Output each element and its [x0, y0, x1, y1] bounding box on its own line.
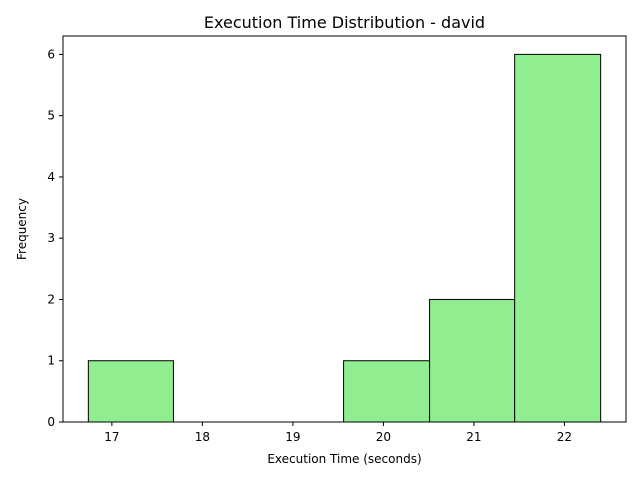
y-tick-label: 1 — [47, 354, 55, 368]
y-tick-label: 0 — [47, 415, 55, 429]
bars-group — [87, 53, 602, 423]
histogram-bar-5 — [429, 298, 516, 423]
y-tick-label: 5 — [47, 109, 55, 123]
x-tick-label: 21 — [466, 430, 481, 444]
x-axis-label: Execution Time (seconds) — [267, 452, 421, 466]
x-axis-ticks: 17 18 19 20 21 22 — [104, 422, 572, 444]
x-tick-label: 20 — [376, 430, 391, 444]
plot-area-frame — [62, 35, 627, 423]
y-tick-label: 6 — [47, 47, 55, 61]
y-tick-label: 4 — [47, 170, 55, 184]
y-tick-label: 3 — [47, 231, 55, 245]
x-tick-label: 18 — [195, 430, 210, 444]
y-axis-label: Frequency — [15, 198, 29, 260]
histogram-bar-6 — [514, 53, 602, 423]
x-tick-label: 22 — [557, 430, 572, 444]
x-tick-label: 17 — [104, 430, 119, 444]
y-tick-label: 2 — [47, 292, 55, 306]
y-axis-ticks: 0 1 2 3 4 5 6 — [47, 47, 63, 429]
x-tick-label: 19 — [285, 430, 300, 444]
chart-title: Execution Time Distribution - david — [204, 13, 485, 32]
histogram-bar-1 — [87, 360, 174, 423]
histogram-bar-4 — [343, 360, 431, 423]
